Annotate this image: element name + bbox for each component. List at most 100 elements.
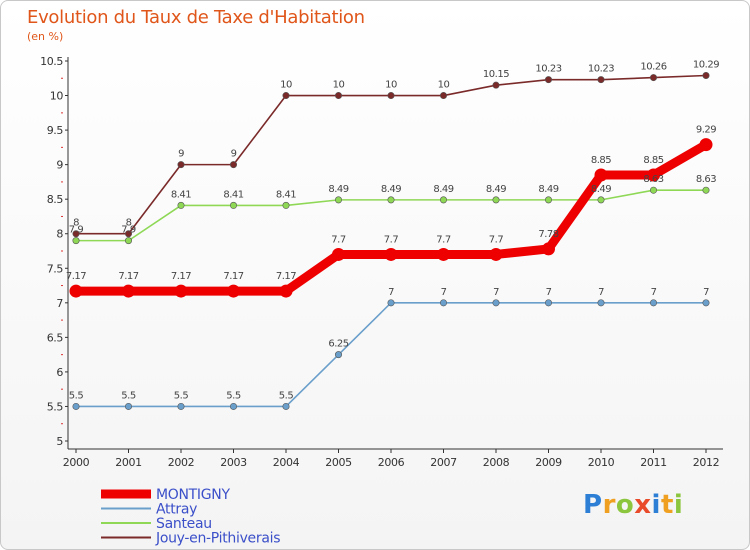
y-tick-label: 7.5 bbox=[47, 262, 64, 275]
data-point bbox=[125, 230, 133, 238]
data-point bbox=[230, 161, 238, 169]
data-point bbox=[544, 196, 552, 204]
data-point bbox=[489, 247, 503, 261]
data-labels: 8 8 9 9 10 10 10 10 10.15 10.23 10.23 10.26 10.29 7.9… bbox=[66, 60, 720, 402]
y-tick-label: 8.5 bbox=[47, 193, 64, 206]
data-point bbox=[69, 284, 83, 298]
data-point bbox=[230, 402, 238, 410]
data-label: 10 bbox=[438, 80, 450, 91]
data-point bbox=[597, 299, 605, 307]
y-tick-label: 8 bbox=[56, 228, 63, 241]
data-label: 6.25 bbox=[328, 339, 348, 350]
data-point bbox=[492, 81, 500, 89]
data-point bbox=[334, 351, 342, 359]
x-tick-label: 2003 bbox=[220, 456, 247, 469]
data-label: 7 bbox=[441, 287, 447, 298]
data-label: 7.7 bbox=[331, 234, 346, 245]
data-point bbox=[332, 247, 345, 261]
data-point bbox=[282, 402, 290, 410]
data-label: 7.17 bbox=[66, 271, 86, 282]
data-label: 8.85 bbox=[591, 155, 611, 166]
data-point bbox=[334, 92, 342, 100]
data-label: 5.5 bbox=[174, 390, 189, 401]
data-point bbox=[387, 92, 395, 100]
y-tick-label: 5 bbox=[56, 435, 63, 448]
data-point bbox=[492, 299, 500, 307]
data-label: 10 bbox=[385, 80, 397, 91]
y-tick-label: 6.5 bbox=[47, 331, 64, 344]
legend-label: Jouy-en-Pithiverais bbox=[155, 531, 280, 547]
data-label: 8.49 bbox=[538, 184, 558, 195]
data-point bbox=[439, 299, 447, 307]
data-label: 7 bbox=[388, 287, 394, 298]
data-point bbox=[230, 201, 238, 209]
data-label: 5.5 bbox=[226, 390, 241, 401]
data-label: 7.7 bbox=[384, 234, 399, 245]
data-label: 8.49 bbox=[591, 184, 611, 195]
x-tick-label: 2004 bbox=[273, 456, 300, 469]
data-label: 9 bbox=[178, 149, 184, 160]
data-label: 7.17 bbox=[171, 271, 191, 282]
data-point bbox=[174, 284, 188, 298]
data-label: 9.29 bbox=[696, 125, 716, 136]
data-label: 7.78 bbox=[538, 229, 558, 240]
x-tick-label: 2009 bbox=[535, 456, 562, 469]
data-point bbox=[125, 237, 133, 245]
data-label: 9 bbox=[231, 149, 237, 160]
x-tick-label: 2006 bbox=[378, 456, 405, 469]
data-label: 8.41 bbox=[276, 189, 296, 200]
data-point bbox=[384, 247, 398, 261]
data-point bbox=[437, 247, 450, 261]
series-line-attray bbox=[75, 302, 707, 408]
data-label: 10.23 bbox=[588, 64, 614, 75]
y-tick-label: 10.5 bbox=[40, 55, 63, 68]
data-point bbox=[544, 299, 552, 307]
data-label: 8.85 bbox=[643, 155, 663, 166]
y-tick-label: 7 bbox=[56, 297, 63, 310]
data-label: 7.17 bbox=[223, 271, 243, 282]
data-label: 8.49 bbox=[328, 184, 348, 195]
data-point bbox=[597, 196, 605, 204]
data-label: 7 bbox=[703, 287, 709, 298]
data-point bbox=[492, 196, 500, 204]
axes: 5 5.5 6 6.5 7 7.5 8 8.5 9 9.5 10 10.5 2000 2001 2002 20… bbox=[40, 55, 723, 469]
data-point bbox=[702, 299, 710, 307]
data-point bbox=[594, 168, 608, 182]
legend-label: Attray bbox=[156, 502, 197, 518]
data-point bbox=[439, 92, 447, 100]
data-point bbox=[125, 402, 133, 410]
x-tick-label: 2007 bbox=[430, 456, 457, 469]
data-label: 5.5 bbox=[121, 390, 136, 401]
data-point bbox=[649, 74, 657, 82]
series-line-montigny bbox=[71, 140, 711, 296]
data-point bbox=[649, 186, 657, 194]
y-tick-label: 9 bbox=[56, 159, 63, 172]
legend-label: Santeau bbox=[156, 516, 212, 532]
data-label: 10.29 bbox=[693, 60, 719, 71]
data-point bbox=[282, 92, 290, 100]
data-point bbox=[282, 201, 290, 209]
data-label: 8.49 bbox=[433, 184, 453, 195]
data-point bbox=[177, 161, 185, 169]
data-label: 7 bbox=[598, 287, 604, 298]
chart-title: Evolution du Taux de Taxe d'Habitation bbox=[27, 7, 365, 28]
data-point bbox=[647, 168, 660, 182]
data-point bbox=[649, 299, 657, 307]
x-tick-label: 2008 bbox=[483, 456, 510, 469]
data-label: 10 bbox=[280, 80, 292, 91]
data-label: 7 bbox=[546, 287, 552, 298]
data-label: 5.5 bbox=[279, 390, 294, 401]
data-point bbox=[702, 72, 710, 80]
data-label: 7.7 bbox=[436, 234, 451, 245]
data-label: 8 bbox=[126, 218, 132, 229]
x-tick-label: 2005 bbox=[325, 456, 352, 469]
data-label: 8.49 bbox=[486, 184, 506, 195]
data-point bbox=[387, 196, 395, 204]
data-label: 10.15 bbox=[483, 69, 509, 80]
data-label: 7 bbox=[651, 287, 657, 298]
data-point bbox=[177, 402, 185, 410]
data-label: 7.9 bbox=[121, 225, 136, 236]
